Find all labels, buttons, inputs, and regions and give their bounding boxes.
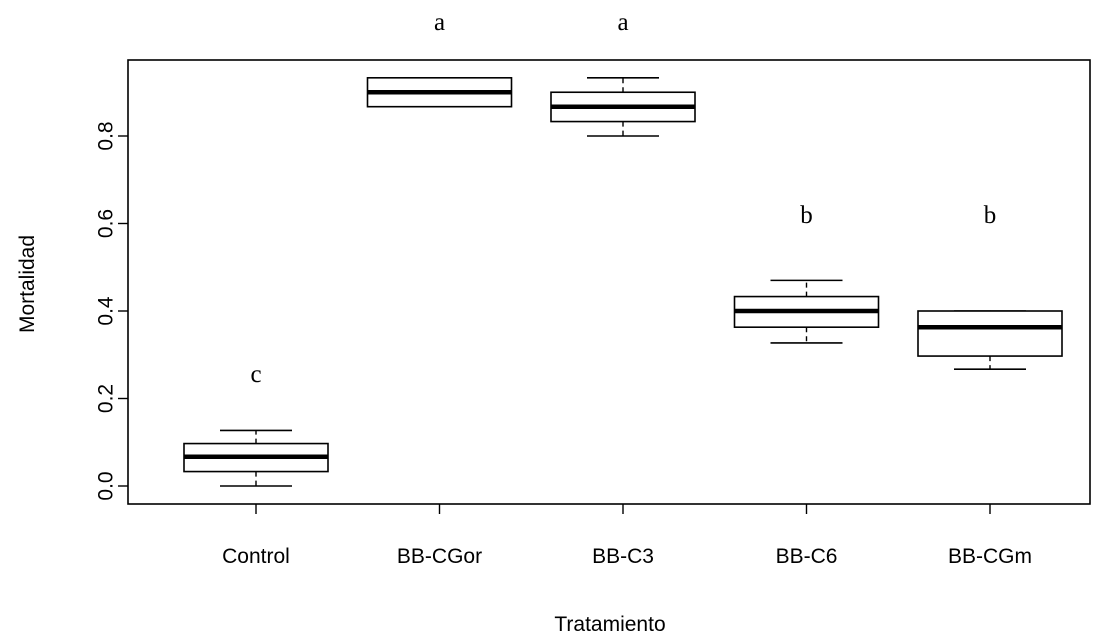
x-axis: Control BB-CGor BB-C3 BB-C6 BB-CGm bbox=[222, 504, 1032, 568]
significance-letters: c a a b b bbox=[250, 9, 996, 388]
boxes-layer bbox=[183, 77, 1063, 487]
y-tick-label: 0.4 bbox=[95, 296, 118, 326]
y-axis: 0.0 0.2 0.4 0.6 0.8 bbox=[95, 121, 128, 501]
x-tick-label: BB-CGm bbox=[948, 545, 1032, 568]
box-bb-c3 bbox=[550, 77, 696, 137]
significance-letter: a bbox=[617, 9, 628, 36]
y-axis-title: Mortalidad bbox=[16, 235, 39, 333]
x-tick-label: Control bbox=[222, 545, 290, 568]
significance-letter: c bbox=[250, 361, 261, 388]
y-tick-label: 0.0 bbox=[95, 471, 118, 500]
x-tick-label: BB-C6 bbox=[776, 545, 838, 568]
box-bb-cgor bbox=[366, 77, 513, 108]
significance-letter: b bbox=[800, 202, 813, 229]
y-tick-label: 0.8 bbox=[95, 121, 118, 150]
box-iqr bbox=[917, 310, 1063, 357]
y-tick-label: 0.6 bbox=[95, 209, 118, 238]
box-bb-cgm bbox=[917, 310, 1063, 370]
significance-letter: b bbox=[984, 202, 997, 229]
plot-frame bbox=[127, 59, 1091, 505]
x-axis-title: Tratamiento bbox=[554, 613, 665, 636]
x-tick-label: BB-C3 bbox=[592, 545, 654, 568]
box-bb-c6 bbox=[733, 279, 880, 344]
box-control bbox=[183, 429, 329, 487]
x-tick-label: BB-CGor bbox=[397, 545, 482, 568]
y-tick-label: 0.2 bbox=[95, 384, 118, 413]
significance-letter: a bbox=[434, 9, 445, 36]
